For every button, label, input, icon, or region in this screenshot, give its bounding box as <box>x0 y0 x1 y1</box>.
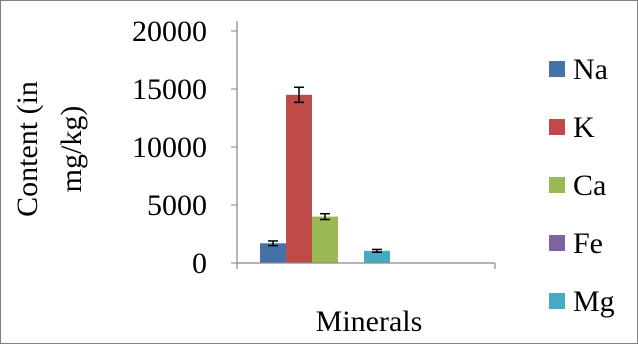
legend-swatch <box>549 119 565 135</box>
legend-label: Na <box>573 53 608 86</box>
legend-swatch <box>549 235 565 251</box>
bar-mg <box>364 250 390 263</box>
bar-na <box>260 243 286 263</box>
y-tick-label: 5000 <box>147 189 207 222</box>
legend-item-k: K <box>549 111 595 144</box>
y-tick-label: 15000 <box>132 73 207 106</box>
legend-label: Fe <box>573 227 603 260</box>
y-axis-title-line1: Content (in <box>11 81 44 217</box>
legend-swatch <box>549 177 565 193</box>
legend-label: Ca <box>573 169 606 202</box>
y-axis-title-line2: mg/kg) <box>55 106 88 193</box>
legend-label: K <box>573 111 595 144</box>
error-bar-mg <box>372 248 382 253</box>
legend-swatch <box>549 293 565 309</box>
error-bar-ca <box>320 212 330 221</box>
legend-item-fe: Fe <box>549 227 603 260</box>
y-tick-label: 10000 <box>132 131 207 164</box>
legend-item-ca: Ca <box>549 169 606 202</box>
legend-swatch <box>549 61 565 77</box>
legend-item-na: Na <box>549 53 608 86</box>
legend: Na K Ca Fe Mg <box>549 53 615 318</box>
axes <box>236 21 496 269</box>
x-axis-title: Minerals <box>316 305 423 338</box>
bars <box>260 86 390 263</box>
error-bar-k <box>294 86 304 104</box>
legend-item-mg: Mg <box>549 285 615 318</box>
y-tick-label: 0 <box>192 247 207 280</box>
error-bar-na <box>268 240 278 247</box>
y-axis-title: Content (in mg/kg) <box>11 81 88 217</box>
y-axis-ticks: 0 5000 10000 15000 20000 <box>132 15 237 280</box>
y-tick-label: 20000 <box>132 15 207 48</box>
bar-k <box>286 94 312 263</box>
legend-label: Mg <box>573 285 615 318</box>
bar-ca <box>312 216 338 263</box>
